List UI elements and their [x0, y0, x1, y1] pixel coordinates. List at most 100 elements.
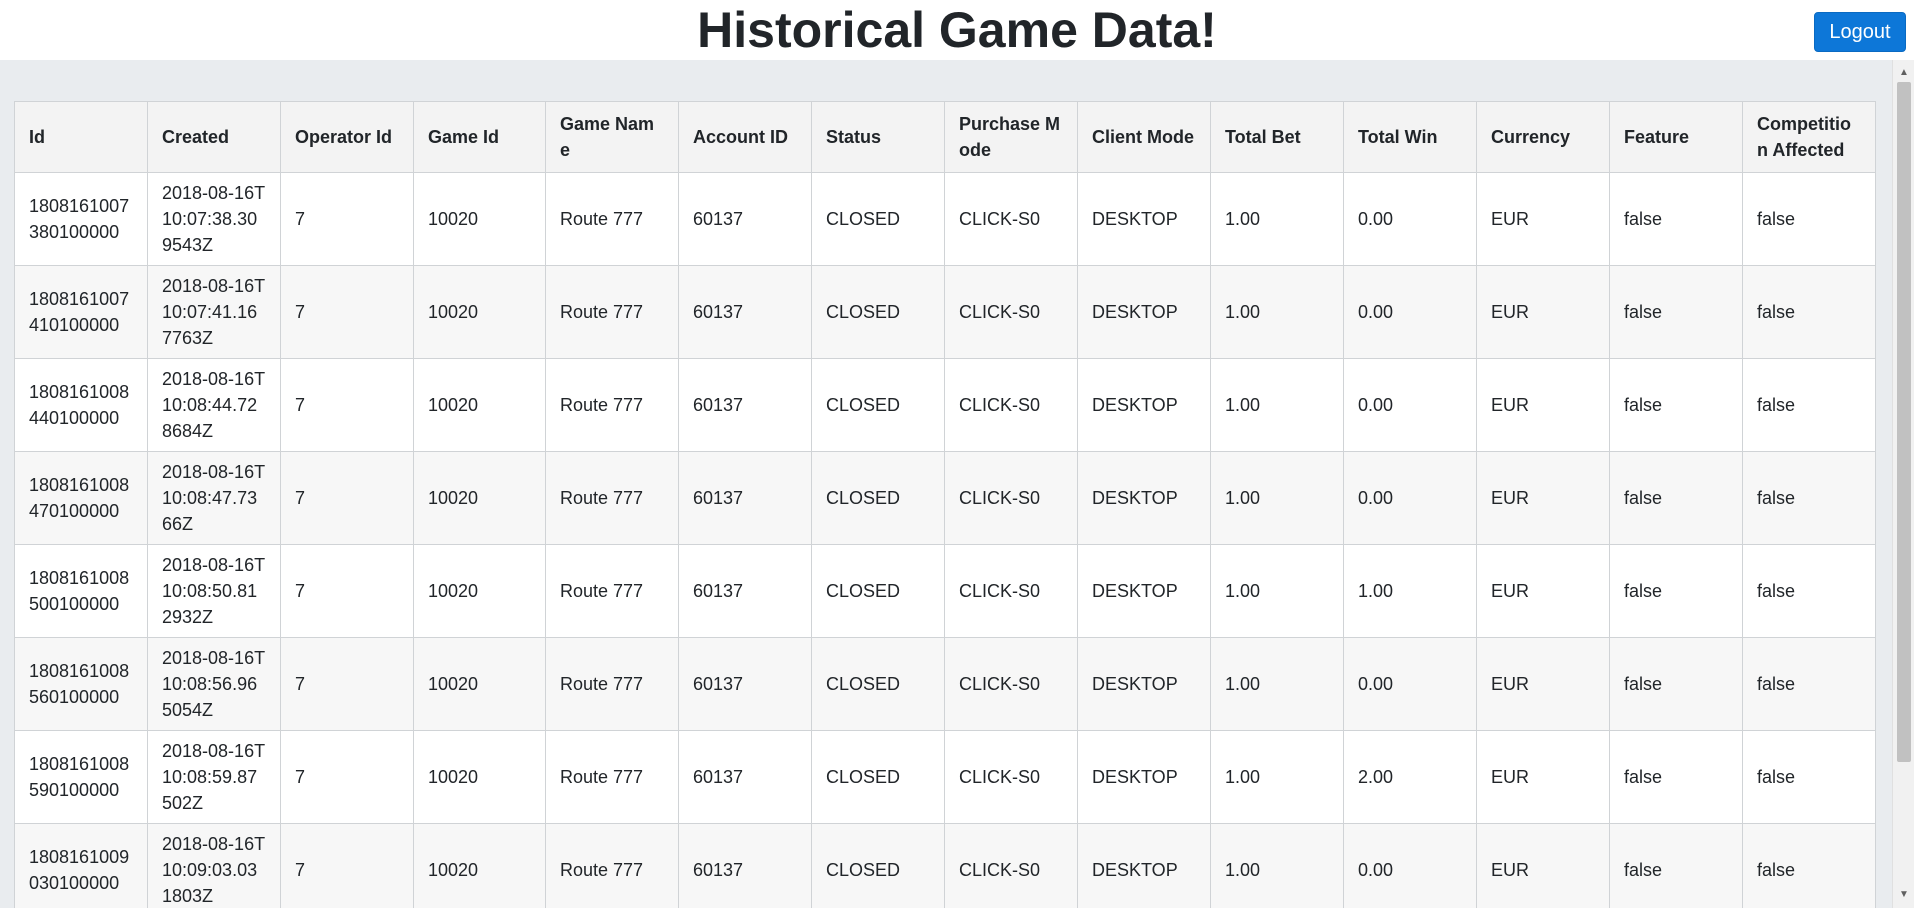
column-header: Purchase Mode: [944, 101, 1078, 173]
table-cell: 1808161008560100000: [14, 637, 148, 731]
table-cell: CLOSED: [811, 265, 945, 359]
table-cell: CLICK-S0: [944, 637, 1078, 731]
table-cell: 0.00: [1343, 265, 1477, 359]
table-cell: CLICK-S0: [944, 451, 1078, 545]
table-cell: 7: [280, 823, 414, 908]
table-cell: false: [1742, 730, 1876, 824]
column-header: Client Mode: [1077, 101, 1211, 173]
column-header: Total Win: [1343, 101, 1477, 173]
column-header: Operator Id: [280, 101, 414, 173]
table-body: 1808161007380100000 2018-08-16T10:07:38.3…: [14, 172, 1876, 908]
table-cell: CLICK-S0: [944, 358, 1078, 452]
table-cell: CLOSED: [811, 637, 945, 731]
table-cell: CLICK-S0: [944, 823, 1078, 908]
table-cell: 2018-08-16T10:08:44.728684Z: [147, 358, 281, 452]
table-cell: CLICK-S0: [944, 265, 1078, 359]
table-row: 1808161008470100000 2018-08-16T10:08:47.7…: [14, 451, 1876, 545]
table-cell: 1.00: [1210, 544, 1344, 638]
table-cell: 10020: [413, 823, 546, 908]
table-cell: Route 777: [545, 265, 679, 359]
table-cell: false: [1609, 172, 1743, 266]
table-cell: 1.00: [1210, 823, 1344, 908]
table-cell: 1.00: [1210, 358, 1344, 452]
column-header: Currency: [1476, 101, 1610, 173]
table-cell: 10020: [413, 265, 546, 359]
page-title: Historical Game Data!: [697, 2, 1217, 58]
table-cell: EUR: [1476, 451, 1610, 545]
table-cell: EUR: [1476, 823, 1610, 908]
table-cell: CLOSED: [811, 172, 945, 266]
table-cell: 7: [280, 544, 414, 638]
table-cell: EUR: [1476, 637, 1610, 731]
column-header: Id: [14, 101, 148, 173]
table-cell: 0.00: [1343, 358, 1477, 452]
table-cell: false: [1609, 730, 1743, 824]
table-row: 1808161008500100000 2018-08-16T10:08:50.8…: [14, 544, 1876, 638]
table-cell: 0.00: [1343, 637, 1477, 731]
table-cell: Route 777: [545, 358, 679, 452]
table-cell: 60137: [678, 637, 812, 731]
table-cell: false: [1609, 823, 1743, 908]
table-cell: DESKTOP: [1077, 358, 1211, 452]
table-cell: CLOSED: [811, 823, 945, 908]
table-cell: 7: [280, 358, 414, 452]
table-cell: 10020: [413, 358, 546, 452]
table-cell: Route 777: [545, 637, 679, 731]
main-content: Id Created Operator Id Game Id Game Name Acco…: [0, 60, 1914, 908]
table-cell: 10020: [413, 544, 546, 638]
table-cell: false: [1742, 358, 1876, 452]
table-cell: 7: [280, 730, 414, 824]
table-row: 1808161008440100000 2018-08-16T10:08:44.7…: [14, 358, 1876, 452]
table-cell: 1808161007380100000: [14, 172, 148, 266]
game-data-table: Id Created Operator Id Game Id Game Name Acco…: [14, 101, 1876, 908]
table-cell: DESKTOP: [1077, 544, 1211, 638]
scroll-up-arrow-icon[interactable]: ▲: [1899, 67, 1909, 78]
table-cell: 2018-08-16T10:08:50.812932Z: [147, 544, 281, 638]
table-cell: 1.00: [1210, 730, 1344, 824]
vertical-scrollbar[interactable]: ▲ ▼: [1892, 60, 1914, 908]
table-cell: CLICK-S0: [944, 172, 1078, 266]
table-cell: Route 777: [545, 544, 679, 638]
table-cell: 7: [280, 265, 414, 359]
column-header: Feature: [1609, 101, 1743, 173]
table-cell: 7: [280, 172, 414, 266]
table-cell: 1.00: [1210, 265, 1344, 359]
scroll-thumb[interactable]: [1897, 82, 1911, 762]
table-row: 1808161008590100000 2018-08-16T10:08:59.8…: [14, 730, 1876, 824]
table-cell: 0.00: [1343, 823, 1477, 908]
table-cell: 60137: [678, 451, 812, 545]
table-cell: 60137: [678, 358, 812, 452]
table-cell: 1.00: [1210, 637, 1344, 731]
table-cell: false: [1609, 265, 1743, 359]
table-cell: 1808161008590100000: [14, 730, 148, 824]
table-cell: 60137: [678, 544, 812, 638]
table-cell: false: [1742, 823, 1876, 908]
table-cell: 2018-08-16T10:07:38.309543Z: [147, 172, 281, 266]
column-header: Competition Affected: [1742, 101, 1876, 173]
table-cell: 10020: [413, 730, 546, 824]
table-cell: DESKTOP: [1077, 265, 1211, 359]
column-header: Created: [147, 101, 281, 173]
table-cell: false: [1742, 544, 1876, 638]
column-header: Account ID: [678, 101, 812, 173]
table-cell: CLICK-S0: [944, 730, 1078, 824]
logout-button[interactable]: Logout: [1814, 12, 1906, 52]
scroll-down-arrow-icon[interactable]: ▼: [1899, 889, 1909, 900]
table-cell: false: [1609, 637, 1743, 731]
table-cell: 1.00: [1210, 172, 1344, 266]
table-cell: Route 777: [545, 730, 679, 824]
table-cell: 2018-08-16T10:08:56.965054Z: [147, 637, 281, 731]
table-cell: DESKTOP: [1077, 451, 1211, 545]
table-cell: 1808161008500100000: [14, 544, 148, 638]
table-cell: 0.00: [1343, 451, 1477, 545]
table-cell: 2018-08-16T10:09:03.031803Z: [147, 823, 281, 908]
table-cell: false: [1609, 451, 1743, 545]
column-header: Status: [811, 101, 945, 173]
table-cell: false: [1742, 451, 1876, 545]
table-cell: 2018-08-16T10:08:47.7366Z: [147, 451, 281, 545]
table-cell: false: [1742, 172, 1876, 266]
table-cell: Route 777: [545, 172, 679, 266]
table-cell: EUR: [1476, 544, 1610, 638]
table-cell: CLOSED: [811, 451, 945, 545]
table-header-row: Id Created Operator Id Game Id Game Name Acco…: [14, 101, 1876, 173]
